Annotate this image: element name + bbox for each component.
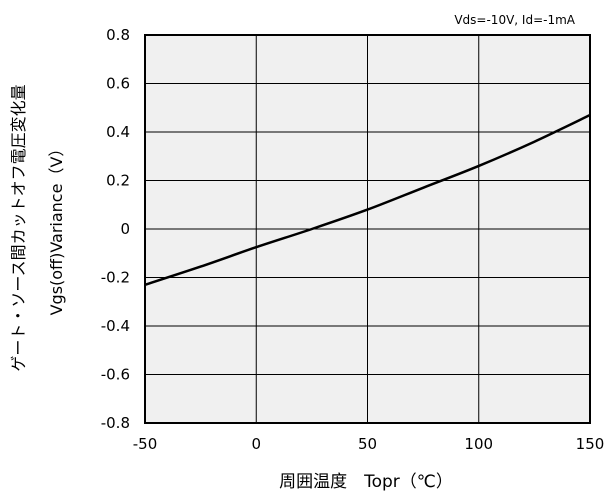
plot-frame (144, 34, 591, 424)
y-tick-label: 0.4 (106, 123, 130, 141)
x-ticks: -50 0 50 100 150 (133, 435, 605, 453)
y-tick-label: -0.2 (101, 269, 130, 287)
x-axis-label: 周囲温度 Topr（℃） (279, 472, 453, 492)
x-tick-label: 150 (576, 435, 605, 453)
y-tick-label: -0.4 (101, 317, 130, 335)
y-tick-label: 0.6 (106, 75, 130, 93)
y-ticks: 0.8 0.6 0.4 0.2 0 -0.2 -0.4 -0.6 -0.8 (101, 26, 130, 432)
x-tick-label: 50 (358, 435, 377, 453)
y-tick-label: 0 (120, 220, 130, 238)
y-tick-label: -0.8 (101, 414, 130, 432)
y-tick-label: 0.8 (106, 26, 130, 44)
test-condition: Vds=-10V, Id=-1mA (454, 13, 575, 27)
y-tick-label: -0.6 (101, 366, 130, 384)
y-axis-label-jp: ゲート・ソース間カットオフ電圧変化量 (9, 84, 28, 371)
x-tick-label: 0 (251, 435, 261, 453)
series-line (144, 113, 591, 286)
x-tick-label: 100 (464, 435, 493, 453)
y-axis-label-en: Vgs(off)Variance（V） (47, 141, 66, 316)
y-tick-label: 0.2 (106, 172, 130, 190)
x-tick-label: -50 (133, 435, 158, 453)
